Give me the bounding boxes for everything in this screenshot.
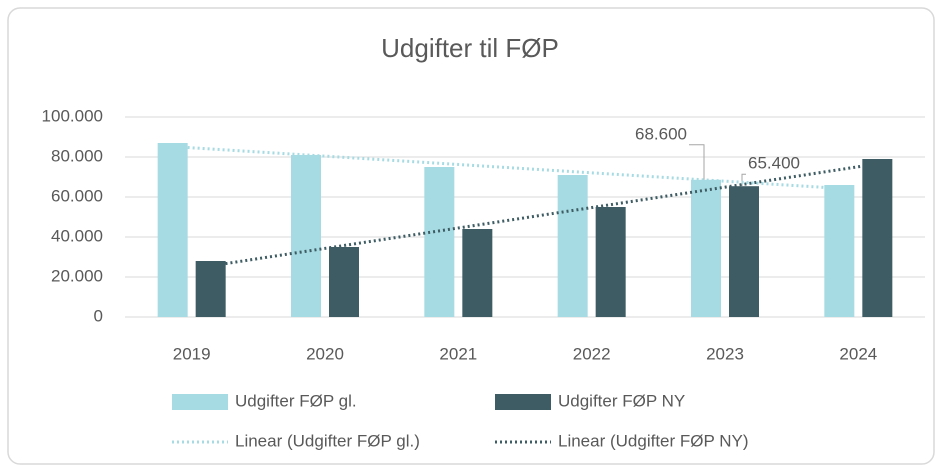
y-tick-label: 40.000 <box>51 226 103 245</box>
bar <box>157 143 188 317</box>
bar <box>862 159 893 317</box>
bar <box>462 229 493 317</box>
bar <box>424 167 455 317</box>
bar <box>595 207 626 317</box>
bar <box>824 185 855 317</box>
x-tick-label: 2024 <box>839 344 877 363</box>
legend-label: Linear (Udgifter FØP gl.) <box>235 431 420 450</box>
x-tick-label: 2023 <box>706 344 744 363</box>
data-label: 65.400 <box>748 154 800 173</box>
y-tick-label: 80.000 <box>51 146 103 165</box>
bar <box>291 155 321 317</box>
y-tick-label: 100.000 <box>42 106 103 125</box>
bar <box>691 179 721 317</box>
legend-swatch <box>172 394 228 410</box>
x-tick-label: 2021 <box>439 344 477 363</box>
legend-label: Udgifter FØP gl. <box>235 391 357 410</box>
y-tick-label: 0 <box>94 306 103 325</box>
y-tick-label: 20.000 <box>51 266 103 285</box>
legend-label: Linear (Udgifter FØP NY) <box>558 431 749 450</box>
x-tick-label: 2020 <box>306 344 344 363</box>
x-tick-label: 2019 <box>173 344 211 363</box>
data-label: 68.600 <box>635 124 687 143</box>
x-tick-label: 2022 <box>573 344 611 363</box>
legend-label: Udgifter FØP NY <box>558 391 685 410</box>
bar <box>329 247 359 317</box>
label-leader <box>689 144 705 180</box>
trendline <box>172 145 840 190</box>
bar <box>729 186 759 317</box>
chart-title: Udgifter til FØP <box>381 33 559 63</box>
bar <box>557 175 588 317</box>
bar <box>195 261 226 317</box>
legend-swatch <box>495 394 551 410</box>
y-tick-label: 60.000 <box>51 186 103 205</box>
